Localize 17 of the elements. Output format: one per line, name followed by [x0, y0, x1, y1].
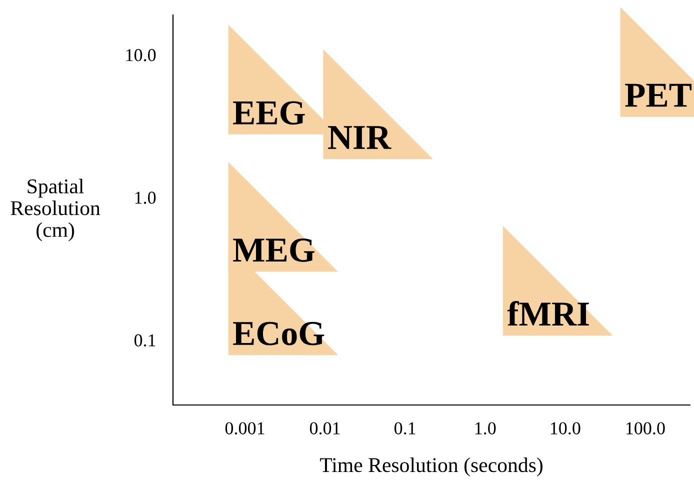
data-label: PET — [625, 84, 692, 107]
data-label: fMRI — [507, 301, 589, 326]
data-label: ECoG — [233, 322, 324, 346]
x-axis-title: Time Resolution (seconds) — [320, 457, 542, 476]
y-axis-title: Spatial Resolution (cm) — [10, 178, 100, 242]
y-tick-label: 10.0 — [126, 49, 156, 62]
data-label: EEG — [233, 101, 305, 125]
data-label: NIR — [328, 126, 392, 149]
x-tick-label: 0.01 — [310, 422, 340, 434]
data-label: MEG — [233, 238, 314, 262]
y-tick-label: 1.0 — [135, 192, 156, 204]
x-tick-label: 0.1 — [394, 422, 416, 434]
x-tick-label: 100.0 — [626, 422, 665, 434]
y-tick-label: 0.1 — [134, 334, 156, 346]
x-tick-label: 1.0 — [475, 422, 496, 434]
x-tick-label: 0.001 — [225, 422, 264, 434]
x-tick-label: 10.0 — [550, 422, 580, 434]
